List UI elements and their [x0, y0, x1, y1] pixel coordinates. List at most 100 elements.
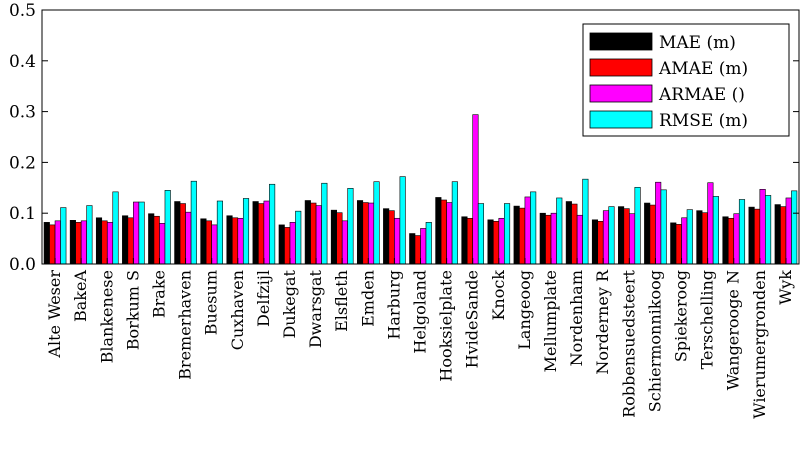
bar-group	[278, 210, 302, 265]
y-tick-label: 0.2	[9, 153, 36, 173]
bar-group	[487, 203, 511, 265]
bar-group	[748, 189, 772, 265]
bar-rmse	[791, 190, 798, 265]
bar-amae	[258, 203, 265, 265]
bar-rmse	[738, 199, 746, 265]
bar-mae	[200, 218, 207, 265]
bar-group	[330, 188, 354, 265]
bar-rmse	[60, 207, 67, 265]
x-category-label: Robbensuedsteert	[619, 269, 638, 417]
bar-amae	[362, 202, 369, 265]
bar-rmse	[269, 183, 276, 265]
bar-armae	[315, 205, 322, 265]
bar-group	[591, 206, 615, 265]
bar-armae	[733, 213, 740, 265]
bar-rmse	[634, 186, 641, 265]
bar-rmse	[608, 206, 615, 265]
bar-amae	[754, 208, 761, 265]
bar-armae	[367, 202, 375, 265]
bar-armae	[576, 214, 583, 265]
bar-amae	[284, 227, 291, 265]
bar-group	[461, 114, 485, 265]
bar-group	[513, 191, 537, 265]
bar-mae	[774, 204, 781, 265]
x-category-label: Brake	[149, 270, 168, 318]
bar-amae	[127, 217, 134, 265]
legend-swatch	[589, 110, 653, 129]
bar-rmse	[582, 178, 589, 265]
bar-amae	[727, 217, 735, 265]
bar-amae	[310, 202, 317, 265]
bar-armae	[341, 220, 348, 265]
x-category-label: Hooksielplate	[437, 270, 456, 382]
bar-amae	[101, 220, 108, 265]
bar-armae	[629, 213, 636, 265]
x-category-label: Schiermonnikoog	[645, 270, 664, 412]
x-category-label: Bremerhaven	[176, 270, 195, 380]
x-category-label: Cuxhaven	[228, 270, 247, 350]
x-category-label: Borkum S	[123, 270, 142, 350]
bar-mae	[43, 222, 50, 265]
bar-rmse	[347, 188, 354, 265]
bar-group	[43, 207, 67, 265]
bar-mae	[69, 220, 76, 265]
bar-amae	[571, 203, 578, 265]
bar-armae	[655, 181, 662, 265]
bar-amae	[153, 215, 160, 265]
y-tick-label: 0.1	[9, 204, 36, 224]
bar-armae	[106, 222, 114, 265]
legend: MAE (m) AMAE (m) ARMAE () RMSE (m)	[582, 23, 790, 137]
bar-amae	[336, 212, 343, 265]
y-tick-label: 0.4	[9, 52, 36, 72]
bar-mae	[670, 222, 677, 265]
x-category-label: Spiekeroog	[672, 270, 691, 362]
bar-mae	[252, 201, 259, 265]
bar-group	[252, 183, 276, 265]
bar-rmse	[216, 200, 223, 265]
x-category-label: Harburg	[384, 270, 403, 340]
x-category-label: Nordenham	[567, 270, 586, 366]
bar-amae	[414, 235, 421, 265]
legend-label: RMSE (m)	[659, 111, 748, 131]
bar-rmse	[765, 195, 772, 265]
bar-mae	[409, 233, 416, 265]
bar-group	[539, 197, 563, 265]
bar-amae	[388, 210, 395, 265]
bar-mae	[487, 219, 494, 265]
bar-amae	[649, 204, 656, 265]
bar-group	[644, 181, 667, 265]
bar-rmse	[86, 205, 93, 265]
x-category-label: Delfzijl	[254, 270, 273, 327]
x-category-label: Mellumplate	[541, 270, 560, 372]
bar-mae	[435, 197, 442, 265]
x-category-label: BakeA	[71, 270, 90, 322]
bar-mae	[174, 201, 181, 265]
bar-armae	[263, 200, 270, 265]
bar-amae	[49, 224, 56, 265]
legend-swatch	[589, 84, 653, 103]
bar-armae	[550, 212, 557, 265]
bar-amae	[519, 207, 526, 265]
bar-mae	[383, 208, 390, 265]
bar-rmse	[321, 182, 328, 265]
bar-mae	[122, 215, 129, 265]
y-tick-label: 0.3	[9, 103, 36, 123]
bar-amae	[75, 222, 82, 265]
bar-rmse	[712, 196, 719, 265]
bar-rmse	[451, 181, 458, 265]
bar-mae	[696, 210, 703, 265]
bar-mae	[618, 206, 625, 265]
bar-amae	[493, 221, 500, 265]
bar-group	[200, 200, 223, 265]
bar-armae	[498, 217, 505, 265]
legend-swatch	[589, 32, 653, 51]
bar-group	[696, 182, 719, 265]
bar-mae	[722, 216, 729, 265]
bar-amae	[701, 212, 708, 265]
bar-armae	[394, 217, 401, 265]
x-category-label: Emden	[358, 270, 377, 327]
bar-rmse	[556, 197, 563, 265]
bar-armae	[420, 228, 427, 265]
bar-armae	[211, 224, 218, 265]
